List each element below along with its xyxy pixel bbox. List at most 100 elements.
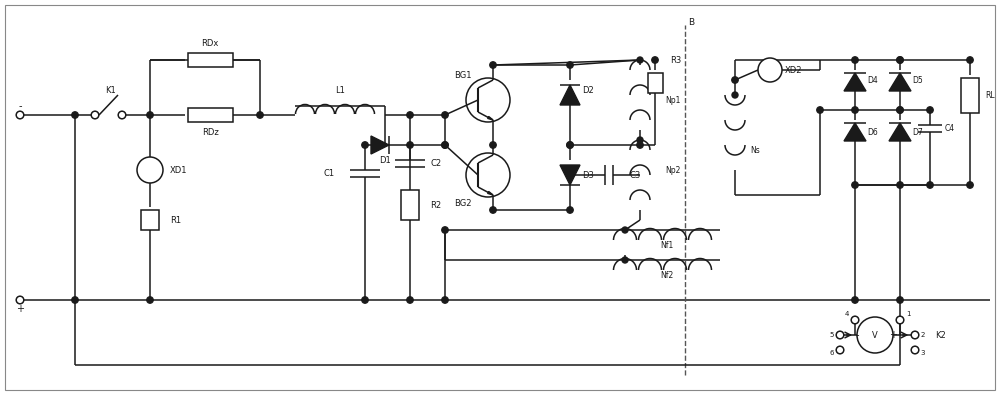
Circle shape	[442, 142, 448, 148]
Polygon shape	[889, 73, 911, 91]
Bar	[188, 53, 233, 67]
Text: D3: D3	[582, 171, 594, 179]
Polygon shape	[889, 123, 911, 141]
Circle shape	[362, 297, 368, 303]
Text: 3: 3	[921, 350, 925, 356]
Text: B: B	[688, 17, 694, 26]
Circle shape	[442, 227, 448, 233]
Text: 2: 2	[921, 332, 925, 338]
Circle shape	[911, 346, 919, 354]
Text: C2: C2	[430, 159, 441, 168]
Circle shape	[967, 182, 973, 188]
Circle shape	[567, 172, 573, 178]
Circle shape	[466, 78, 510, 122]
Circle shape	[897, 107, 903, 113]
Text: +: +	[16, 304, 24, 314]
Text: -: -	[855, 330, 859, 340]
Circle shape	[257, 112, 263, 118]
Circle shape	[567, 142, 573, 148]
Text: BG1: BG1	[454, 70, 472, 79]
Text: C3: C3	[630, 171, 641, 179]
Circle shape	[967, 57, 973, 63]
Text: C4: C4	[945, 124, 955, 133]
Bar	[188, 108, 233, 122]
Text: R2: R2	[430, 201, 441, 209]
Text: C1: C1	[324, 169, 335, 178]
Circle shape	[16, 111, 24, 119]
Text: K1: K1	[105, 85, 115, 94]
Bar	[961, 77, 979, 113]
Circle shape	[16, 296, 24, 304]
Circle shape	[147, 112, 153, 118]
Circle shape	[407, 112, 413, 118]
Text: Ns: Ns	[750, 145, 760, 154]
Circle shape	[118, 111, 126, 119]
Circle shape	[637, 57, 643, 63]
Bar	[401, 190, 419, 220]
Circle shape	[852, 107, 858, 113]
Circle shape	[490, 207, 496, 213]
Circle shape	[758, 58, 782, 82]
Text: D5: D5	[912, 75, 923, 85]
Polygon shape	[371, 136, 389, 154]
Circle shape	[897, 57, 903, 63]
Text: Np1: Np1	[665, 96, 680, 105]
Circle shape	[567, 142, 573, 148]
Circle shape	[836, 331, 844, 339]
Circle shape	[567, 62, 573, 68]
Circle shape	[897, 57, 903, 63]
Circle shape	[72, 112, 78, 118]
Circle shape	[442, 142, 448, 148]
Circle shape	[72, 297, 78, 303]
Circle shape	[927, 182, 933, 188]
Circle shape	[567, 207, 573, 213]
Text: D1: D1	[379, 156, 391, 164]
Circle shape	[466, 153, 510, 197]
Circle shape	[622, 227, 628, 233]
Text: RDx: RDx	[201, 38, 219, 47]
Circle shape	[442, 112, 448, 118]
Text: BG2: BG2	[454, 199, 472, 207]
Text: R1: R1	[170, 216, 181, 224]
Circle shape	[490, 142, 496, 148]
Circle shape	[896, 316, 904, 324]
Polygon shape	[844, 73, 866, 91]
Circle shape	[911, 331, 919, 339]
Circle shape	[897, 107, 903, 113]
Circle shape	[637, 137, 643, 143]
Circle shape	[147, 297, 153, 303]
Text: Nf1: Nf1	[660, 241, 673, 250]
Text: -: -	[18, 101, 22, 111]
Text: R3: R3	[670, 56, 681, 64]
Circle shape	[852, 57, 858, 63]
Text: D7: D7	[912, 128, 923, 137]
Circle shape	[732, 92, 738, 98]
Circle shape	[91, 111, 99, 119]
Circle shape	[857, 317, 893, 353]
Text: RDz: RDz	[202, 128, 218, 137]
Circle shape	[852, 297, 858, 303]
Text: 5: 5	[830, 332, 834, 338]
Circle shape	[362, 142, 368, 148]
Circle shape	[732, 77, 738, 83]
Text: D2: D2	[582, 85, 594, 94]
Circle shape	[622, 257, 628, 263]
Polygon shape	[844, 123, 866, 141]
Circle shape	[637, 142, 643, 148]
Circle shape	[490, 62, 496, 68]
Circle shape	[442, 297, 448, 303]
Text: V: V	[872, 331, 878, 339]
Text: 4: 4	[845, 311, 849, 317]
Polygon shape	[488, 192, 493, 195]
Text: +: +	[889, 330, 897, 340]
Text: D6: D6	[867, 128, 878, 137]
Bar	[141, 210, 159, 230]
Text: K2: K2	[935, 331, 946, 339]
Text: D4: D4	[867, 75, 878, 85]
Polygon shape	[560, 165, 580, 185]
Text: L1: L1	[335, 85, 345, 94]
Polygon shape	[560, 85, 580, 105]
Text: XD2: XD2	[785, 66, 802, 75]
Circle shape	[836, 346, 844, 354]
Circle shape	[852, 182, 858, 188]
